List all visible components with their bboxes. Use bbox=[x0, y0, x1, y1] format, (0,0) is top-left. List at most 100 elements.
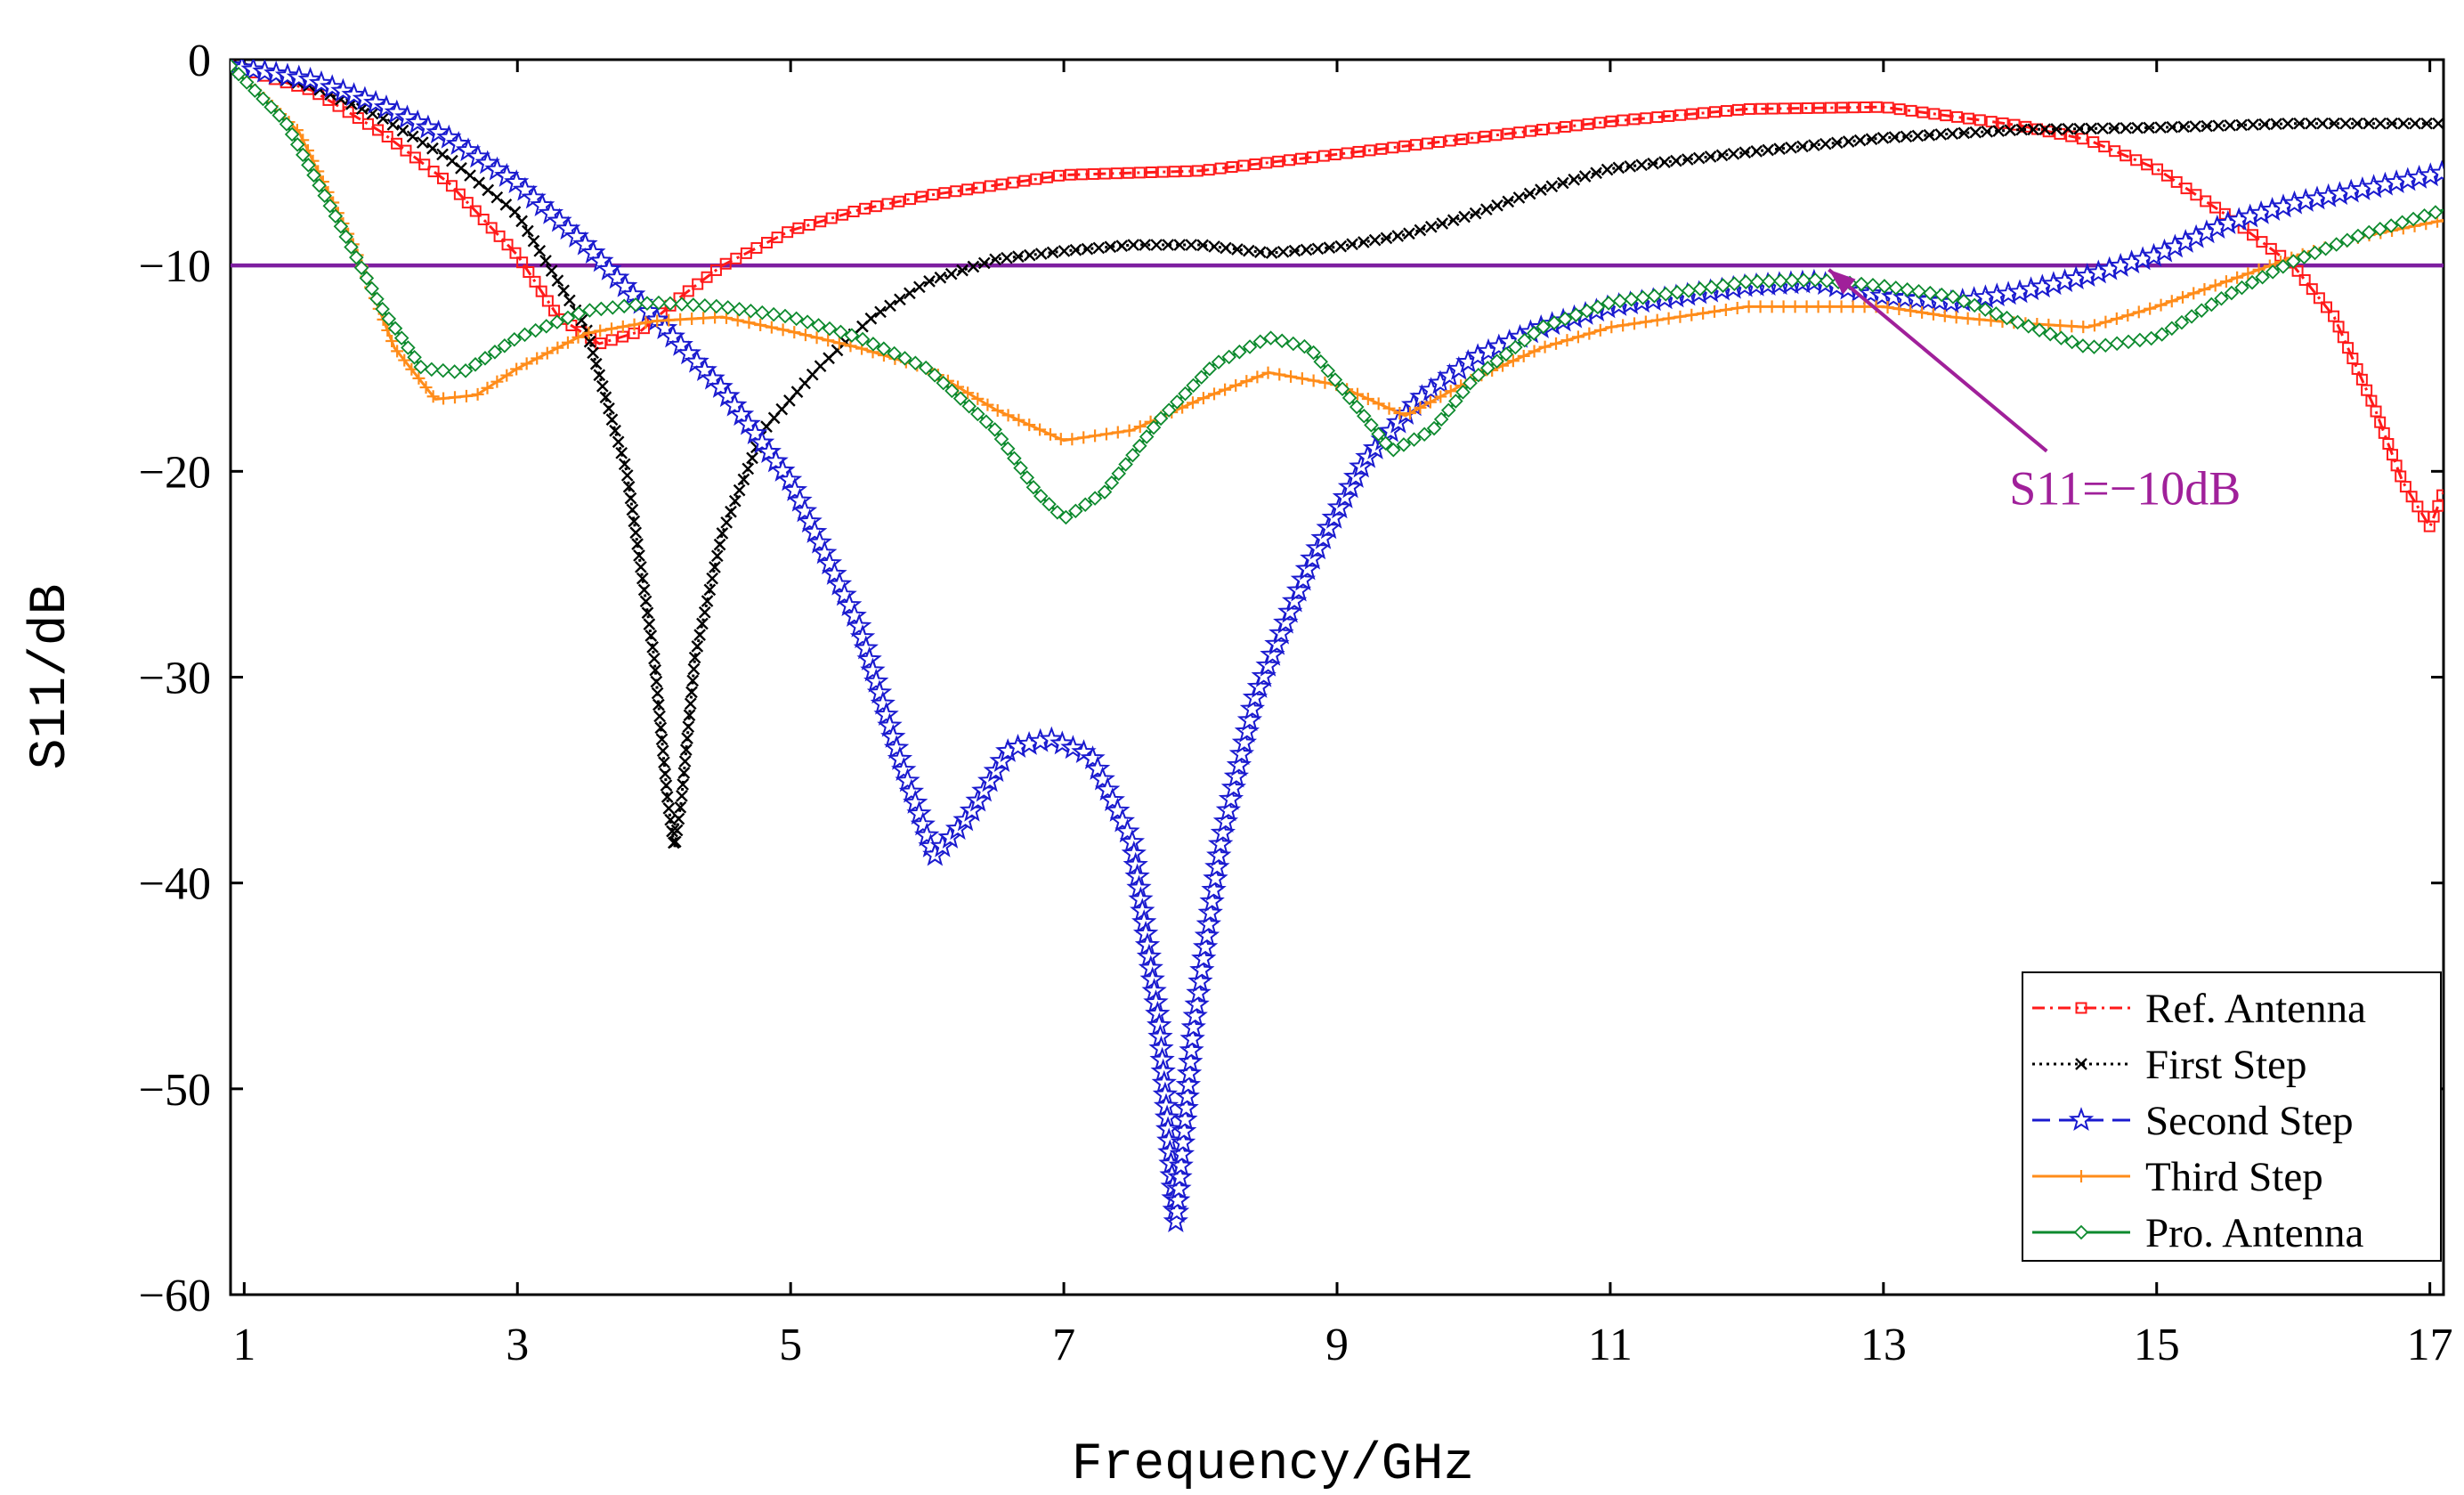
data-point bbox=[308, 69, 335, 94]
data-point bbox=[1612, 161, 1625, 175]
data-point bbox=[1098, 167, 1111, 180]
data-point bbox=[1917, 106, 1929, 118]
data-point bbox=[1956, 293, 1972, 309]
data-point bbox=[458, 363, 474, 378]
data-point bbox=[2420, 117, 2433, 130]
data-point bbox=[1145, 166, 1157, 178]
data-point bbox=[401, 340, 416, 355]
data-point bbox=[1681, 283, 1697, 298]
data-point bbox=[2190, 189, 2202, 201]
data-point bbox=[1479, 361, 1495, 376]
data-point bbox=[1341, 147, 1353, 159]
data-point bbox=[844, 339, 857, 353]
data-point bbox=[1547, 122, 1560, 134]
data-point bbox=[1440, 402, 1456, 418]
data-point bbox=[369, 291, 385, 306]
data-point bbox=[1593, 323, 1607, 337]
data-point bbox=[501, 239, 514, 251]
data-point bbox=[628, 515, 641, 528]
data-point bbox=[2027, 123, 2040, 136]
data-point bbox=[274, 62, 301, 87]
data-point bbox=[765, 321, 778, 334]
data-point bbox=[1973, 313, 1986, 326]
data-point bbox=[612, 435, 625, 449]
data-point bbox=[672, 812, 685, 825]
data-point bbox=[500, 369, 514, 382]
data-point bbox=[865, 337, 881, 352]
data-point bbox=[1888, 131, 1901, 143]
data-point bbox=[1125, 447, 1140, 463]
data-point bbox=[2363, 117, 2375, 130]
data-point bbox=[2176, 290, 2189, 304]
data-point bbox=[628, 318, 641, 331]
data-point bbox=[1490, 129, 1503, 142]
data-point bbox=[893, 195, 905, 207]
data-point bbox=[1023, 418, 1036, 432]
data-point bbox=[1801, 102, 1813, 114]
data-point bbox=[1911, 283, 1926, 299]
data-point bbox=[756, 439, 782, 463]
data-point bbox=[927, 189, 939, 201]
data-point bbox=[649, 663, 662, 677]
data-point bbox=[571, 330, 585, 344]
data-point bbox=[1153, 410, 1169, 427]
data-point bbox=[1033, 488, 1049, 504]
data-point bbox=[1761, 273, 1777, 289]
data-point bbox=[799, 314, 815, 329]
data-point bbox=[971, 392, 985, 405]
data-point bbox=[1232, 344, 1247, 360]
data-point bbox=[1295, 372, 1309, 386]
data-point bbox=[629, 526, 643, 540]
data-point bbox=[1617, 319, 1630, 332]
axis-ticks: 1 3 5 7 9 11 13 15 170−10−20−30−40−50−60 bbox=[139, 36, 2453, 1370]
data-point bbox=[616, 320, 629, 333]
series-4 bbox=[231, 60, 2444, 525]
data-point bbox=[2241, 267, 2255, 280]
data-point bbox=[485, 222, 498, 234]
data-point bbox=[609, 424, 621, 437]
data-point bbox=[1306, 345, 1321, 361]
data-point bbox=[521, 224, 534, 238]
data-point bbox=[1651, 111, 1664, 124]
data-point bbox=[1185, 239, 1198, 251]
data-point bbox=[1708, 106, 1721, 118]
data-point bbox=[1382, 402, 1396, 415]
annotation-label: S11=−10dB bbox=[2009, 462, 2241, 516]
x-tick-label: 9 bbox=[1325, 1320, 1349, 1370]
data-point bbox=[1110, 167, 1123, 180]
data-point bbox=[1536, 319, 1552, 335]
data-point bbox=[464, 169, 476, 182]
data-point bbox=[396, 124, 409, 137]
data-point bbox=[1313, 353, 1328, 370]
data-point bbox=[1663, 110, 1675, 122]
data-point bbox=[1099, 787, 1125, 812]
data-point bbox=[633, 549, 645, 562]
data-point bbox=[2087, 339, 2102, 354]
data-point bbox=[373, 94, 400, 118]
data-point bbox=[2160, 169, 2173, 182]
data-point bbox=[1892, 285, 1918, 310]
data-point bbox=[1077, 497, 1093, 513]
data-point bbox=[1089, 429, 1102, 443]
data-point bbox=[2255, 269, 2270, 285]
data-point bbox=[2062, 122, 2075, 135]
data-point bbox=[2031, 322, 2047, 338]
data-point bbox=[618, 458, 631, 471]
data-point bbox=[1447, 214, 1460, 227]
data-point bbox=[993, 431, 1009, 447]
data-point bbox=[2075, 338, 2091, 353]
data-point bbox=[788, 326, 801, 339]
data-point bbox=[709, 311, 722, 324]
data-point bbox=[563, 294, 576, 307]
data-point bbox=[1034, 248, 1048, 260]
data-point bbox=[620, 469, 634, 482]
data-point bbox=[802, 518, 828, 543]
data-point bbox=[2282, 117, 2294, 130]
data-point bbox=[1285, 336, 1301, 352]
data-point bbox=[2076, 133, 2088, 145]
y-tick-label: −60 bbox=[139, 1271, 211, 1321]
data-point bbox=[1538, 340, 1552, 353]
data-point bbox=[1707, 305, 1721, 318]
data-point bbox=[615, 446, 628, 459]
data-point bbox=[693, 629, 706, 642]
